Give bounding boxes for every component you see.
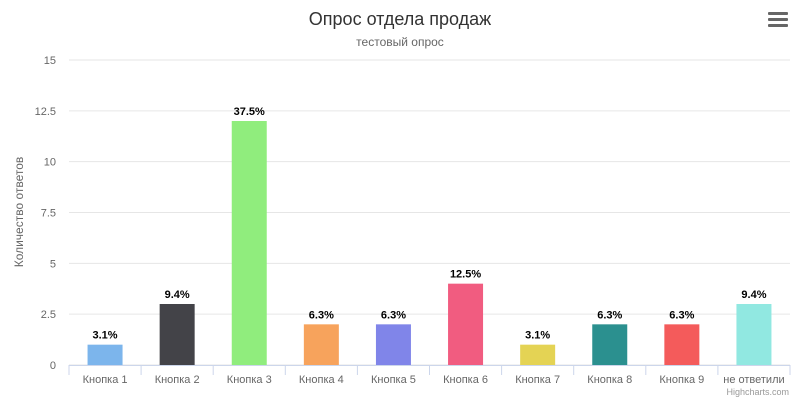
bar[interactable] xyxy=(159,304,195,365)
data-labels: 3.1% 9.4% 37.5% 6.3% 6.3% 12.5% 3.1% 6.3% 6.3% 9.… xyxy=(93,106,767,342)
data-label: 37.5% xyxy=(234,106,265,118)
hamburger-menu-icon[interactable] xyxy=(768,12,788,30)
x-tick-label: Кнопка 1 xyxy=(83,374,128,386)
credits-link[interactable]: Highcharts.com xyxy=(726,387,789,397)
y-tick-label: 15 xyxy=(44,55,56,67)
data-label: 9.4% xyxy=(741,289,766,301)
bar[interactable] xyxy=(375,324,411,365)
data-label: 3.1% xyxy=(93,330,118,342)
x-tick-label: Кнопка 7 xyxy=(515,374,560,386)
y-tick-label: 5 xyxy=(50,258,56,270)
x-tick-label: Кнопка 5 xyxy=(371,374,416,386)
data-label: 3.1% xyxy=(525,330,550,342)
y-tick-label: 0 xyxy=(50,360,56,372)
bar[interactable] xyxy=(303,324,339,365)
x-tick-label: Кнопка 6 xyxy=(443,374,488,386)
data-label: 6.3% xyxy=(381,309,406,321)
chart-title: Опрос отдела продаж xyxy=(309,9,491,29)
data-label: 6.3% xyxy=(669,309,694,321)
y-axis-ticks: 0 2.5 5 7.5 10 12.5 15 xyxy=(35,55,56,372)
y-tick-label: 2.5 xyxy=(41,309,56,321)
chart-subtitle: тестовый опрос xyxy=(356,35,444,49)
bar[interactable] xyxy=(664,324,700,365)
x-tick-label: Кнопка 4 xyxy=(299,374,344,386)
y-tick-label: 10 xyxy=(44,157,56,169)
bar[interactable] xyxy=(736,304,772,365)
bar[interactable] xyxy=(592,324,628,365)
x-tick-label: не ответили xyxy=(723,374,784,386)
data-label: 6.3% xyxy=(309,309,334,321)
x-tick-label: Кнопка 2 xyxy=(155,374,200,386)
y-axis-label: Количество ответов xyxy=(12,157,26,268)
bar[interactable] xyxy=(520,344,556,365)
data-label: 12.5% xyxy=(450,269,481,281)
y-tick-label: 12.5 xyxy=(35,106,56,118)
x-axis-ticks: Кнопка 1 Кнопка 2 Кнопка 3 Кнопка 4 Кнопка 5… xyxy=(68,365,791,386)
bar[interactable] xyxy=(87,344,123,365)
x-tick-label: Кнопка 8 xyxy=(587,374,632,386)
bar[interactable] xyxy=(448,283,484,365)
data-label: 9.4% xyxy=(165,289,190,301)
data-label: 6.3% xyxy=(597,309,622,321)
y-tick-label: 7.5 xyxy=(41,208,56,220)
x-tick-label: Кнопка 3 xyxy=(227,374,272,386)
bar[interactable] xyxy=(231,121,267,365)
bars xyxy=(87,121,772,365)
x-tick-label: Кнопка 9 xyxy=(659,374,704,386)
